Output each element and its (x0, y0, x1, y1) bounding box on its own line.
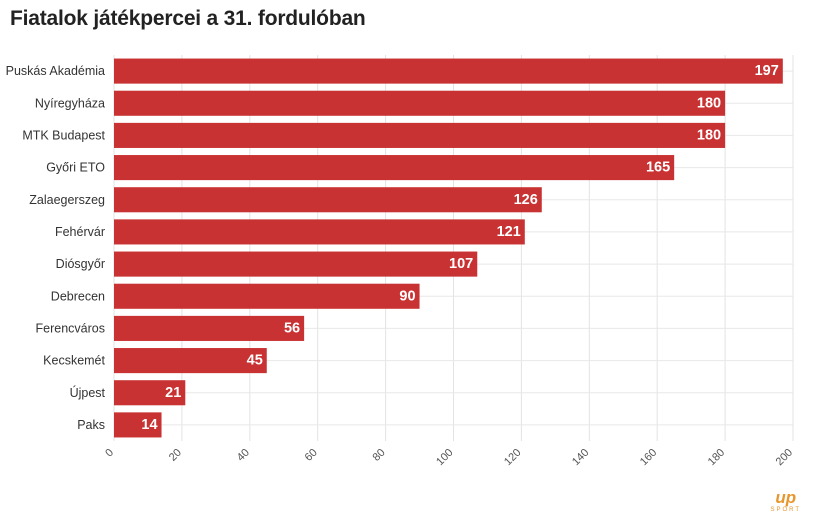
category-label: Nyíregyháza (35, 96, 105, 110)
bar (114, 283, 420, 309)
data-label: 126 (514, 192, 538, 208)
category-labels: Puskás Akadémia Nyíregyháza MTK Budapest Gy… (6, 64, 106, 432)
bar (114, 187, 542, 213)
category-label: Újpest (70, 385, 106, 400)
bar (114, 348, 267, 374)
category-label: Zalaegerszeg (29, 193, 105, 207)
category-label: Debrecen (51, 289, 105, 303)
data-label: 165 (646, 160, 670, 176)
bar (114, 380, 186, 406)
category-label: MTK Budapest (22, 128, 105, 142)
x-tick-label: 60 (303, 447, 320, 464)
bars (114, 58, 783, 438)
data-label: 180 (697, 127, 721, 143)
x-axis-ticks: 0 20 40 60 80 100 120 140 160 180 200 (103, 447, 795, 468)
data-label: 121 (497, 224, 521, 240)
bar (114, 58, 783, 84)
data-label: 107 (449, 256, 473, 272)
brand-logo-sub: SPORT (770, 507, 801, 513)
x-tick-label: 160 (638, 447, 659, 468)
data-label: 45 (247, 353, 263, 369)
category-label: Győri ETO (46, 161, 105, 175)
data-label: 90 (399, 288, 415, 304)
category-label: Kecskemét (43, 354, 105, 368)
x-tick-label: 0 (103, 447, 116, 460)
x-tick-label: 40 (235, 447, 252, 464)
chart-title: Fiatalok játékpercei a 31. fordulóban (10, 7, 366, 30)
x-tick-label: 180 (706, 447, 727, 468)
category-label: Ferencváros (36, 321, 105, 335)
category-label: Paks (77, 418, 105, 432)
x-tick-label: 80 (371, 447, 388, 464)
bar (114, 122, 726, 148)
x-tick-label: 20 (167, 447, 184, 464)
data-labels: 197 180 180 165 126 121 107 90 56 45 21 14 (141, 63, 778, 433)
brand-logo-main: up (775, 488, 797, 507)
x-tick-label: 120 (502, 447, 523, 468)
category-label: Diósgyőr (56, 257, 105, 271)
x-tick-label: 200 (774, 447, 795, 468)
bar (114, 251, 478, 277)
data-label: 180 (697, 95, 721, 111)
data-label: 197 (755, 63, 779, 79)
x-tick-label: 140 (570, 447, 591, 468)
bar (114, 219, 525, 245)
category-label: Fehérvár (55, 225, 105, 239)
bar (114, 412, 162, 438)
bar (114, 90, 726, 116)
bar (114, 155, 675, 181)
brand-logo: up SPORT (770, 489, 801, 513)
data-label: 56 (284, 320, 300, 336)
bar (114, 315, 305, 341)
data-label: 14 (141, 417, 157, 433)
data-label: 21 (165, 385, 181, 401)
x-tick-label: 100 (434, 447, 455, 468)
category-label: Puskás Akadémia (6, 64, 105, 78)
